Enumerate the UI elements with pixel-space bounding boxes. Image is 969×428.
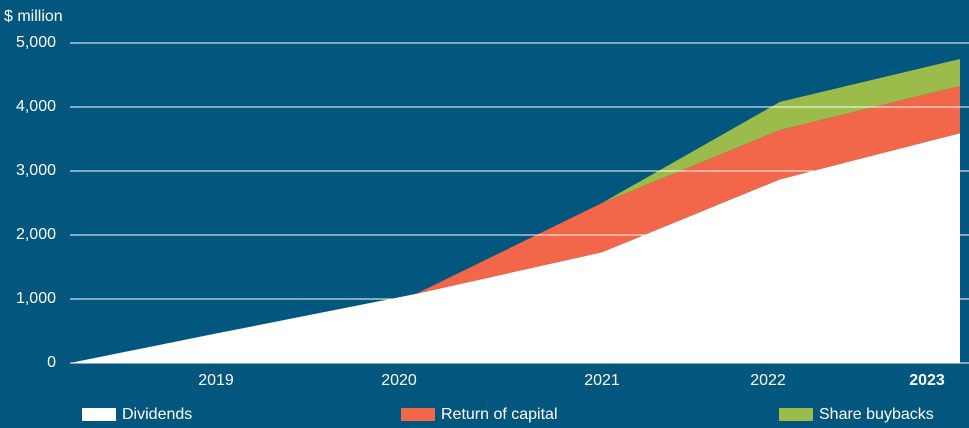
x-tick-label: 2022	[750, 372, 786, 389]
y-tick-label: 0	[47, 354, 56, 371]
area	[70, 85, 960, 363]
x-tick-label: 2020	[381, 372, 417, 389]
legend-label: Return of capital	[441, 406, 558, 423]
area	[70, 59, 960, 363]
area	[70, 133, 960, 363]
legend-swatch	[82, 408, 116, 421]
x-tick-label: 2023	[909, 372, 945, 389]
x-tick-label: 2019	[198, 372, 234, 389]
y-axis-label: $ million	[4, 8, 63, 25]
legend-label: Share buybacks	[819, 406, 934, 423]
y-tick-label: 1,000	[16, 290, 56, 307]
legend-swatch	[779, 408, 813, 421]
legend-label: Dividends	[122, 406, 192, 423]
y-tick-label: 4,000	[16, 98, 56, 115]
legend-swatch	[401, 408, 435, 421]
x-tick-label: 2021	[584, 372, 620, 389]
y-tick-label: 5,000	[16, 34, 56, 51]
y-tick-label: 3,000	[16, 162, 56, 179]
y-tick-label: 2,000	[16, 226, 56, 243]
